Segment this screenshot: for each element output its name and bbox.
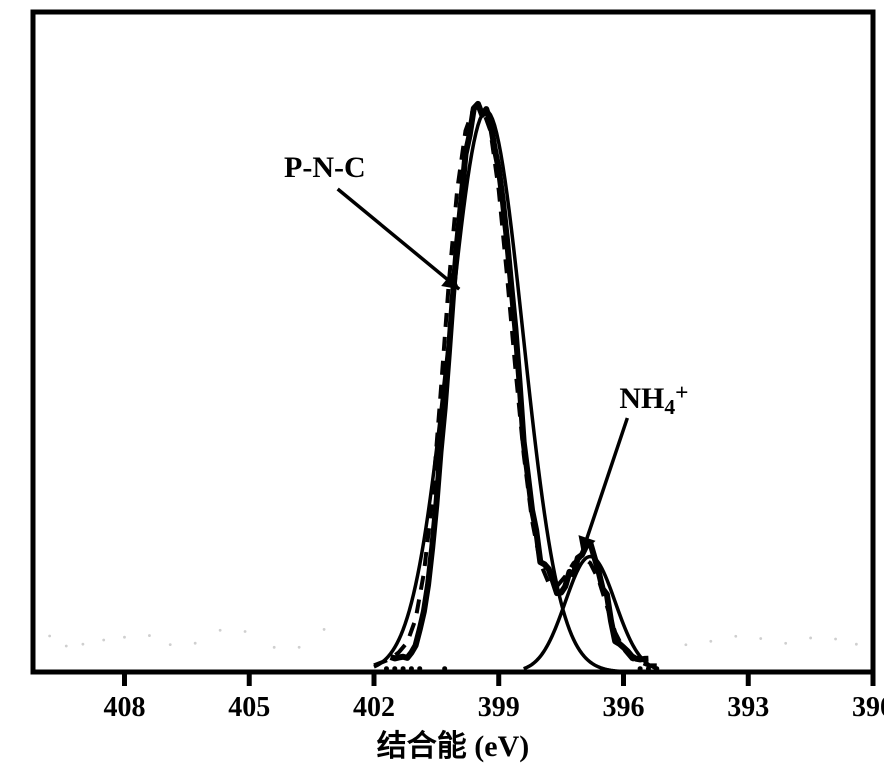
raw-data: [391, 104, 649, 660]
annotation-nh4-label: NH4+: [619, 380, 688, 419]
x-tick-label: 408: [103, 692, 145, 723]
x-tick-label: 399: [478, 692, 520, 723]
annotation-pnc-label: P-N-C: [284, 151, 366, 184]
x-axis-label: 结合能 (eV): [377, 729, 529, 763]
x-tick-label: 393: [727, 692, 769, 723]
x-tick-label: 402: [353, 692, 395, 723]
chart-svg: P-N-C NH4+ 408 405 402 399 396 393 390 结合能 (eV): [0, 0, 884, 763]
x-tick-label: 405: [228, 692, 270, 723]
x-tick-label: 390: [852, 692, 884, 723]
x-tick-label: 396: [602, 692, 644, 723]
xps-spectrum-chart: P-N-C NH4+ 408 405 402 399 396 393 390 结合能 (eV): [0, 0, 884, 763]
plot-border: [33, 12, 873, 672]
